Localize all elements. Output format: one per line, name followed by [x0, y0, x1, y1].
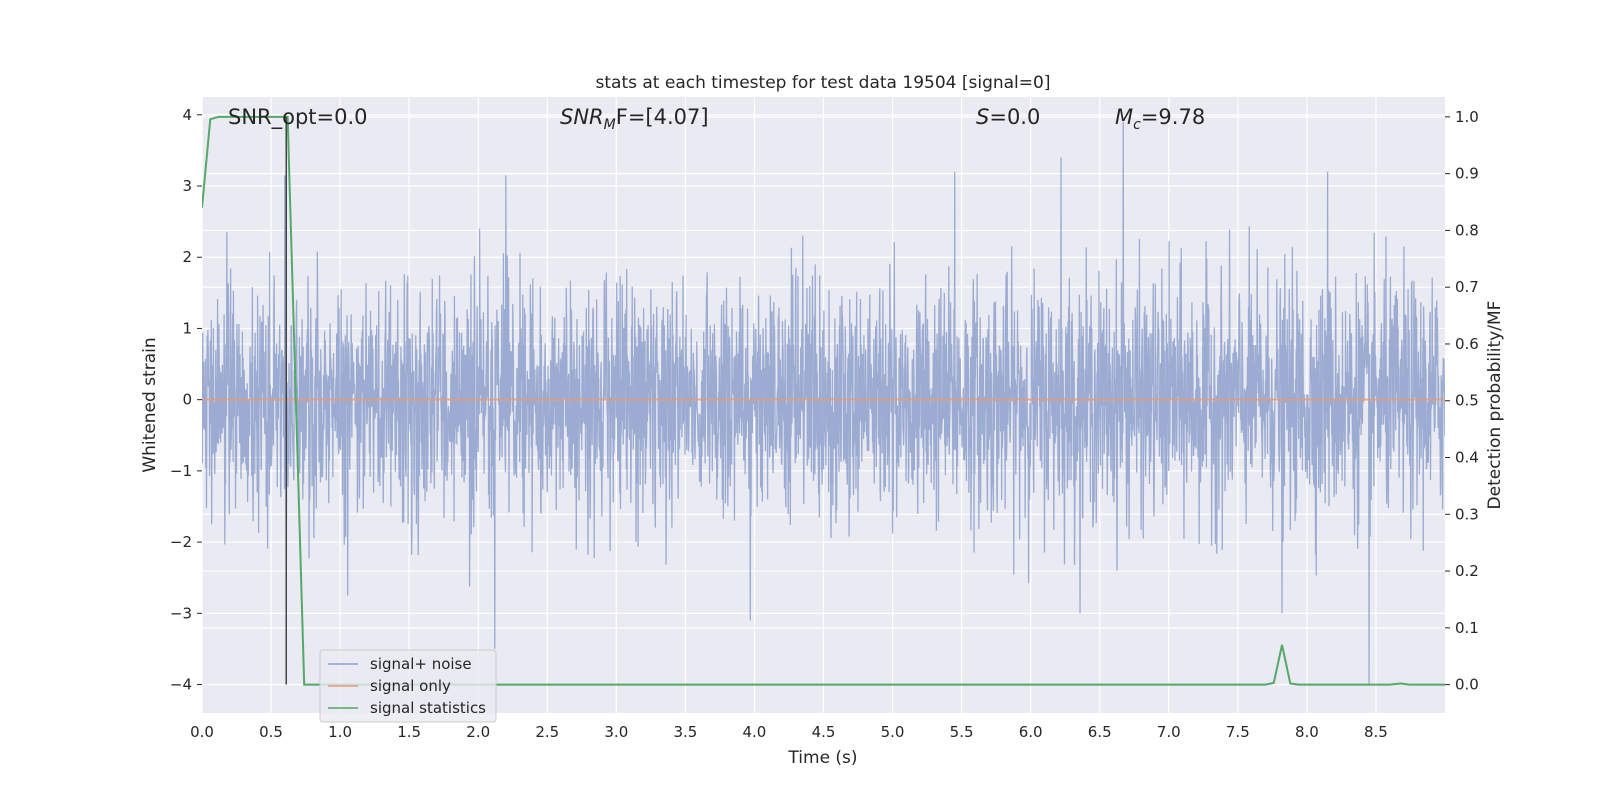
- series-signal-plus-noise: [202, 121, 1445, 685]
- y-tick-label: −2: [170, 533, 192, 551]
- annotation-mc-rest: =9.78: [1141, 105, 1205, 129]
- annotation-mc-name: M: [1115, 105, 1133, 129]
- signal-statistics-line: [202, 115, 1445, 686]
- x-tick-label: 7.5: [1226, 723, 1250, 741]
- legend: signal+ noise signal only signal statist…: [319, 649, 497, 723]
- x-tick-label: 6.5: [1088, 723, 1112, 741]
- annotation-mc: Mc=9.78: [1115, 105, 1205, 133]
- y2-tick-label: 0.5: [1455, 392, 1479, 410]
- annotation-snr-mf-name: SNR: [560, 105, 604, 129]
- y2-tick-label: 0.1: [1455, 619, 1479, 637]
- x-tick-label: 3.5: [673, 723, 697, 741]
- x-tick-label: 2.0: [466, 723, 490, 741]
- annotation-snr-opt: SNR_opt=0.0: [228, 105, 368, 130]
- y2-tick-label: 0.0: [1455, 676, 1479, 694]
- y2-tick-label: 0.2: [1455, 562, 1479, 580]
- y-tick-label: 4: [182, 106, 192, 124]
- x-tick-label: 1.5: [397, 723, 421, 741]
- y-tick-label: −4: [170, 676, 192, 694]
- annotation-mc-sub: c: [1133, 117, 1141, 133]
- x-tick-label: 1.0: [328, 723, 352, 741]
- x-tick-label: 2.5: [535, 723, 559, 741]
- x-tick-label: 0.0: [190, 723, 214, 741]
- legend-label-signal-plus-noise: signal+ noise: [370, 655, 472, 673]
- annotation-snr-mf-rest: F=[4.07]: [616, 105, 709, 129]
- x-axis-ticks: 0.0 0.5 1.0 1.5 2.0 2.5 3.0 3.5 4.0 4.5 5.0 5.5 6.0 6…: [190, 723, 1388, 741]
- x-axis-label: Time (s): [787, 748, 857, 768]
- y2-tick-label: 0.4: [1455, 449, 1479, 467]
- y-tick-label: −3: [170, 604, 192, 622]
- x-tick-label: 4.5: [812, 723, 836, 741]
- y-tick-label: 1: [182, 319, 192, 337]
- y-axis-label: Whitened strain: [140, 337, 160, 472]
- y2-tick-label: 0.7: [1455, 278, 1479, 296]
- signal-plus-noise-line: [202, 121, 1445, 685]
- y-tick-label: 2: [182, 248, 192, 266]
- y-tick-label: −1: [170, 462, 192, 480]
- chart-title: stats at each timestep for test data 195…: [596, 73, 1051, 93]
- x-tick-label: 5.0: [881, 723, 905, 741]
- x-tick-label: 0.5: [259, 723, 283, 741]
- legend-label-signal-statistics: signal statistics: [370, 699, 486, 717]
- y-tick-label: 3: [182, 177, 192, 195]
- y2-tick-label: 0.9: [1455, 165, 1479, 183]
- y-tick-label: 0: [182, 391, 192, 409]
- annotation-s-rest: =0.0: [989, 105, 1040, 129]
- legend-label-signal-only: signal only: [370, 677, 451, 695]
- y2-tick-label: 0.3: [1455, 505, 1479, 523]
- annotation-s-name: S: [976, 105, 989, 129]
- y2-axis-ticks: 0.0 0.1 0.2 0.3 0.4 0.5 0.6 0.7 0.8 0.9 1.0: [1445, 108, 1479, 694]
- y-axis-ticks: −4 −3 −2 −1 0 1 2 3 4: [170, 106, 202, 694]
- annotation-s: S=0.0: [976, 105, 1040, 129]
- y2-tick-label: 0.6: [1455, 335, 1479, 353]
- series-signal-statistics: [202, 115, 1445, 686]
- x-tick-label: 8.5: [1364, 723, 1388, 741]
- legend-box: [319, 649, 497, 723]
- x-tick-label: 7.0: [1157, 723, 1181, 741]
- x-tick-label: 6.0: [1019, 723, 1043, 741]
- x-tick-label: 4.0: [743, 723, 767, 741]
- y2-tick-label: 0.8: [1455, 221, 1479, 239]
- x-tick-label: 8.0: [1295, 723, 1319, 741]
- x-tick-label: 3.0: [604, 723, 628, 741]
- y2-axis-label: Detection probability/MF: [1485, 301, 1505, 510]
- x-tick-label: 5.5: [950, 723, 974, 741]
- y2-tick-label: 1.0: [1455, 108, 1479, 126]
- annotation-snr-mf-sub: M: [604, 117, 616, 133]
- annotation-snr-mf: SNRMF=[4.07]: [560, 105, 709, 133]
